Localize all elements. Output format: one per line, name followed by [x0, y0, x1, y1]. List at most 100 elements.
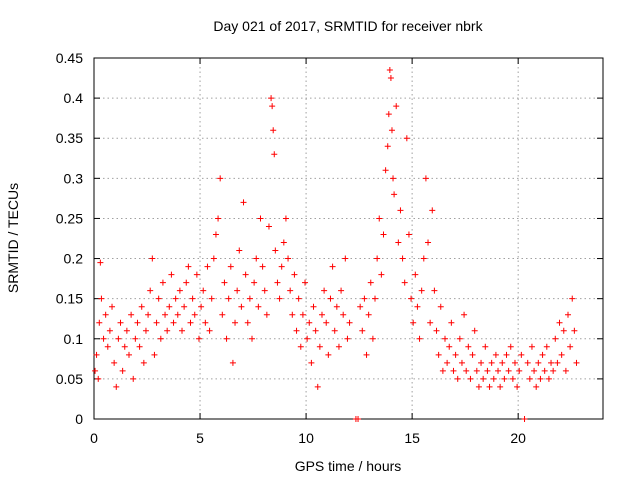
data-point: [145, 311, 152, 318]
data-point: [495, 367, 502, 374]
data-point: [268, 95, 275, 102]
data-point: [306, 319, 313, 326]
data-point: [418, 287, 425, 294]
data-point: [249, 335, 256, 342]
data-point: [92, 367, 99, 374]
data-point: [567, 343, 574, 350]
data-point: [183, 279, 190, 286]
data-points: [92, 67, 580, 422]
data-point: [111, 359, 118, 366]
data-point: [316, 343, 323, 350]
data-point: [374, 255, 381, 262]
data-point: [441, 335, 448, 342]
data-point: [329, 263, 336, 270]
data-point: [93, 351, 100, 358]
data-point: [208, 295, 215, 302]
data-point: [217, 175, 224, 182]
x-tick-labels: 0 5 10 15 20: [90, 430, 526, 446]
data-point: [295, 295, 302, 302]
data-point: [482, 343, 489, 350]
data-point: [333, 303, 340, 310]
data-point: [212, 231, 219, 238]
data-point: [302, 279, 309, 286]
data-point: [401, 279, 408, 286]
data-point: [414, 303, 421, 310]
data-point: [410, 319, 417, 326]
data-point: [257, 215, 264, 222]
data-point: [499, 359, 506, 366]
data-point: [198, 303, 205, 310]
data-point: [357, 303, 364, 310]
data-point: [514, 383, 521, 390]
data-point: [452, 351, 459, 358]
data-point: [289, 311, 296, 318]
data-point: [287, 287, 294, 294]
data-point: [227, 263, 234, 270]
data-point: [503, 351, 510, 358]
data-point: [104, 343, 111, 350]
y-axis-label: SRMTID / TECUs: [5, 183, 21, 293]
data-point: [387, 75, 394, 82]
data-point: [140, 359, 147, 366]
chart-title: Day 021 of 2017, SRMTID for receiver nbr…: [213, 18, 483, 34]
data-point: [271, 151, 278, 158]
data-point: [539, 351, 546, 358]
data-point: [511, 359, 518, 366]
data-point: [412, 271, 419, 278]
data-point: [285, 255, 292, 262]
grid: [94, 58, 603, 419]
data-point: [427, 319, 434, 326]
data-point: [117, 319, 124, 326]
data-point: [518, 351, 525, 358]
data-point: [535, 359, 542, 366]
data-point: [134, 319, 141, 326]
data-point: [338, 287, 345, 294]
data-point: [486, 383, 493, 390]
data-point: [454, 375, 461, 382]
data-point: [98, 295, 105, 302]
data-point: [501, 375, 508, 382]
data-point: [251, 279, 258, 286]
data-point: [437, 303, 444, 310]
data-point: [293, 327, 300, 334]
data-point: [206, 327, 213, 334]
data-point: [100, 335, 107, 342]
data-point: [456, 335, 463, 342]
data-point: [269, 103, 276, 110]
data-point: [340, 311, 347, 318]
data-point: [95, 375, 102, 382]
axis-ticks: [93, 57, 603, 420]
data-point: [463, 367, 470, 374]
data-point: [471, 327, 478, 334]
data-point: [571, 327, 578, 334]
y-tick-label: 0: [75, 411, 83, 427]
data-point: [242, 271, 249, 278]
data-point: [531, 367, 538, 374]
data-point: [238, 303, 245, 310]
data-point: [395, 239, 402, 246]
data-point: [185, 263, 192, 270]
data-point: [420, 255, 427, 262]
data-point: [376, 215, 383, 222]
data-point: [276, 295, 283, 302]
data-point: [558, 351, 565, 358]
data-point: [219, 311, 226, 318]
data-point: [265, 223, 272, 230]
data-point: [361, 295, 368, 302]
data-point: [365, 311, 372, 318]
data-point: [521, 416, 528, 422]
data-point: [490, 375, 497, 382]
data-point: [125, 351, 132, 358]
data-point: [147, 287, 154, 294]
data-point: [488, 359, 495, 366]
data-point: [325, 351, 332, 358]
data-point: [261, 287, 268, 294]
data-point: [119, 367, 126, 374]
data-point: [282, 215, 289, 222]
data-point: [473, 367, 480, 374]
data-point: [229, 359, 236, 366]
data-point: [130, 375, 137, 382]
data-point: [484, 367, 491, 374]
data-point: [162, 311, 169, 318]
